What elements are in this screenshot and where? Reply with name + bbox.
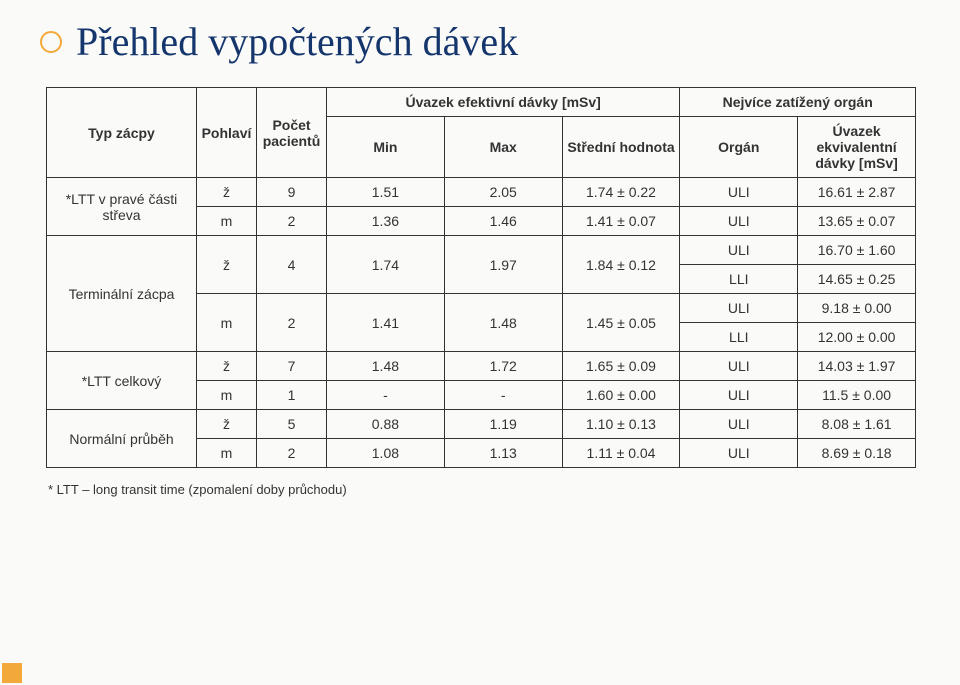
cell-mid: 1.45 ± 0.05 [562,294,680,352]
cell-min: 1.74 [327,236,445,294]
cell-organ: ULI [680,352,798,381]
cell-count: 9 [257,178,327,207]
cell-count: 1 [257,381,327,410]
cell-count: 2 [257,294,327,352]
table-row: Normální průběhž50.881.191.10 ± 0.13ULI8… [47,410,916,439]
cell-count: 2 [257,207,327,236]
cell-sex: ž [197,352,257,381]
hdr-max: Max [444,117,562,178]
cell-max: 1.13 [444,439,562,468]
hdr-mid: Střední hodnota [562,117,680,178]
cell-mid: 1.84 ± 0.12 [562,236,680,294]
cell-organ: LLI [680,265,798,294]
hdr-min: Min [327,117,445,178]
cell-max: 1.48 [444,294,562,352]
cell-category: Terminální zácpa [47,236,197,352]
hdr-mostloaded: Nejvíce zatížený orgán [680,88,916,117]
cell-mid: 1.11 ± 0.04 [562,439,680,468]
corner-square-icon [2,663,22,683]
hdr-sex: Pohlaví [197,88,257,178]
cell-eqdose: 8.69 ± 0.18 [798,439,916,468]
table-row: *LTT v pravé části střevaž91.512.051.74 … [47,178,916,207]
cell-eqdose: 14.65 ± 0.25 [798,265,916,294]
cell-eqdose: 11.5 ± 0.00 [798,381,916,410]
cell-eqdose: 8.08 ± 1.61 [798,410,916,439]
cell-eqdose: 16.61 ± 2.87 [798,178,916,207]
cell-organ: LLI [680,323,798,352]
slide-title: Přehled vypočtených dávek [40,18,920,65]
cell-sex: m [197,294,257,352]
cell-count: 2 [257,439,327,468]
cell-min: 0.88 [327,410,445,439]
cell-min: 1.48 [327,352,445,381]
cell-mid: 1.10 ± 0.13 [562,410,680,439]
cell-organ: ULI [680,207,798,236]
cell-count: 5 [257,410,327,439]
cell-sex: ž [197,410,257,439]
cell-eqdose: 9.18 ± 0.00 [798,294,916,323]
cell-mid: 1.41 ± 0.07 [562,207,680,236]
cell-sex: m [197,207,257,236]
cell-max: 2.05 [444,178,562,207]
title-text: Přehled vypočtených dávek [76,18,518,65]
bullet-icon [40,31,62,53]
cell-eqdose: 16.70 ± 1.60 [798,236,916,265]
cell-count: 7 [257,352,327,381]
cell-eqdose: 13.65 ± 0.07 [798,207,916,236]
hdr-eqdose: Úvazek ekvivalentní dávky [mSv] [798,117,916,178]
cell-max: 1.72 [444,352,562,381]
cell-organ: ULI [680,178,798,207]
table-body: *LTT v pravé části střevaž91.512.051.74 … [47,178,916,468]
hdr-organ: Orgán [680,117,798,178]
cell-mid: 1.60 ± 0.00 [562,381,680,410]
cell-min: 1.51 [327,178,445,207]
cell-eqdose: 14.03 ± 1.97 [798,352,916,381]
cell-category: *LTT v pravé části střeva [47,178,197,236]
table-row: *LTT celkovýž71.481.721.65 ± 0.09ULI14.0… [47,352,916,381]
cell-organ: ULI [680,381,798,410]
cell-count: 4 [257,236,327,294]
cell-max: 1.19 [444,410,562,439]
table-header: Typ zácpy Pohlaví Počet pacientů Úvazek … [47,88,916,178]
dose-table: Typ zácpy Pohlaví Počet pacientů Úvazek … [46,87,916,468]
hdr-effdose: Úvazek efektivní dávky [mSv] [327,88,680,117]
cell-sex: m [197,381,257,410]
cell-organ: ULI [680,439,798,468]
cell-category: Normální průběh [47,410,197,468]
cell-eqdose: 12.00 ± 0.00 [798,323,916,352]
hdr-type: Typ zácpy [47,88,197,178]
cell-mid: 1.65 ± 0.09 [562,352,680,381]
cell-mid: 1.74 ± 0.22 [562,178,680,207]
footnote: * LTT – long transit time (zpomalení dob… [48,482,920,497]
cell-min: 1.36 [327,207,445,236]
cell-min: 1.41 [327,294,445,352]
cell-max: 1.46 [444,207,562,236]
cell-sex: ž [197,178,257,207]
table-row: Terminální zácpaž41.741.971.84 ± 0.12ULI… [47,236,916,265]
cell-organ: ULI [680,410,798,439]
hdr-count: Počet pacientů [257,88,327,178]
cell-organ: ULI [680,294,798,323]
cell-organ: ULI [680,236,798,265]
cell-max: 1.97 [444,236,562,294]
cell-max: - [444,381,562,410]
cell-sex: m [197,439,257,468]
cell-sex: ž [197,236,257,294]
cell-min: 1.08 [327,439,445,468]
cell-min: - [327,381,445,410]
cell-category: *LTT celkový [47,352,197,410]
